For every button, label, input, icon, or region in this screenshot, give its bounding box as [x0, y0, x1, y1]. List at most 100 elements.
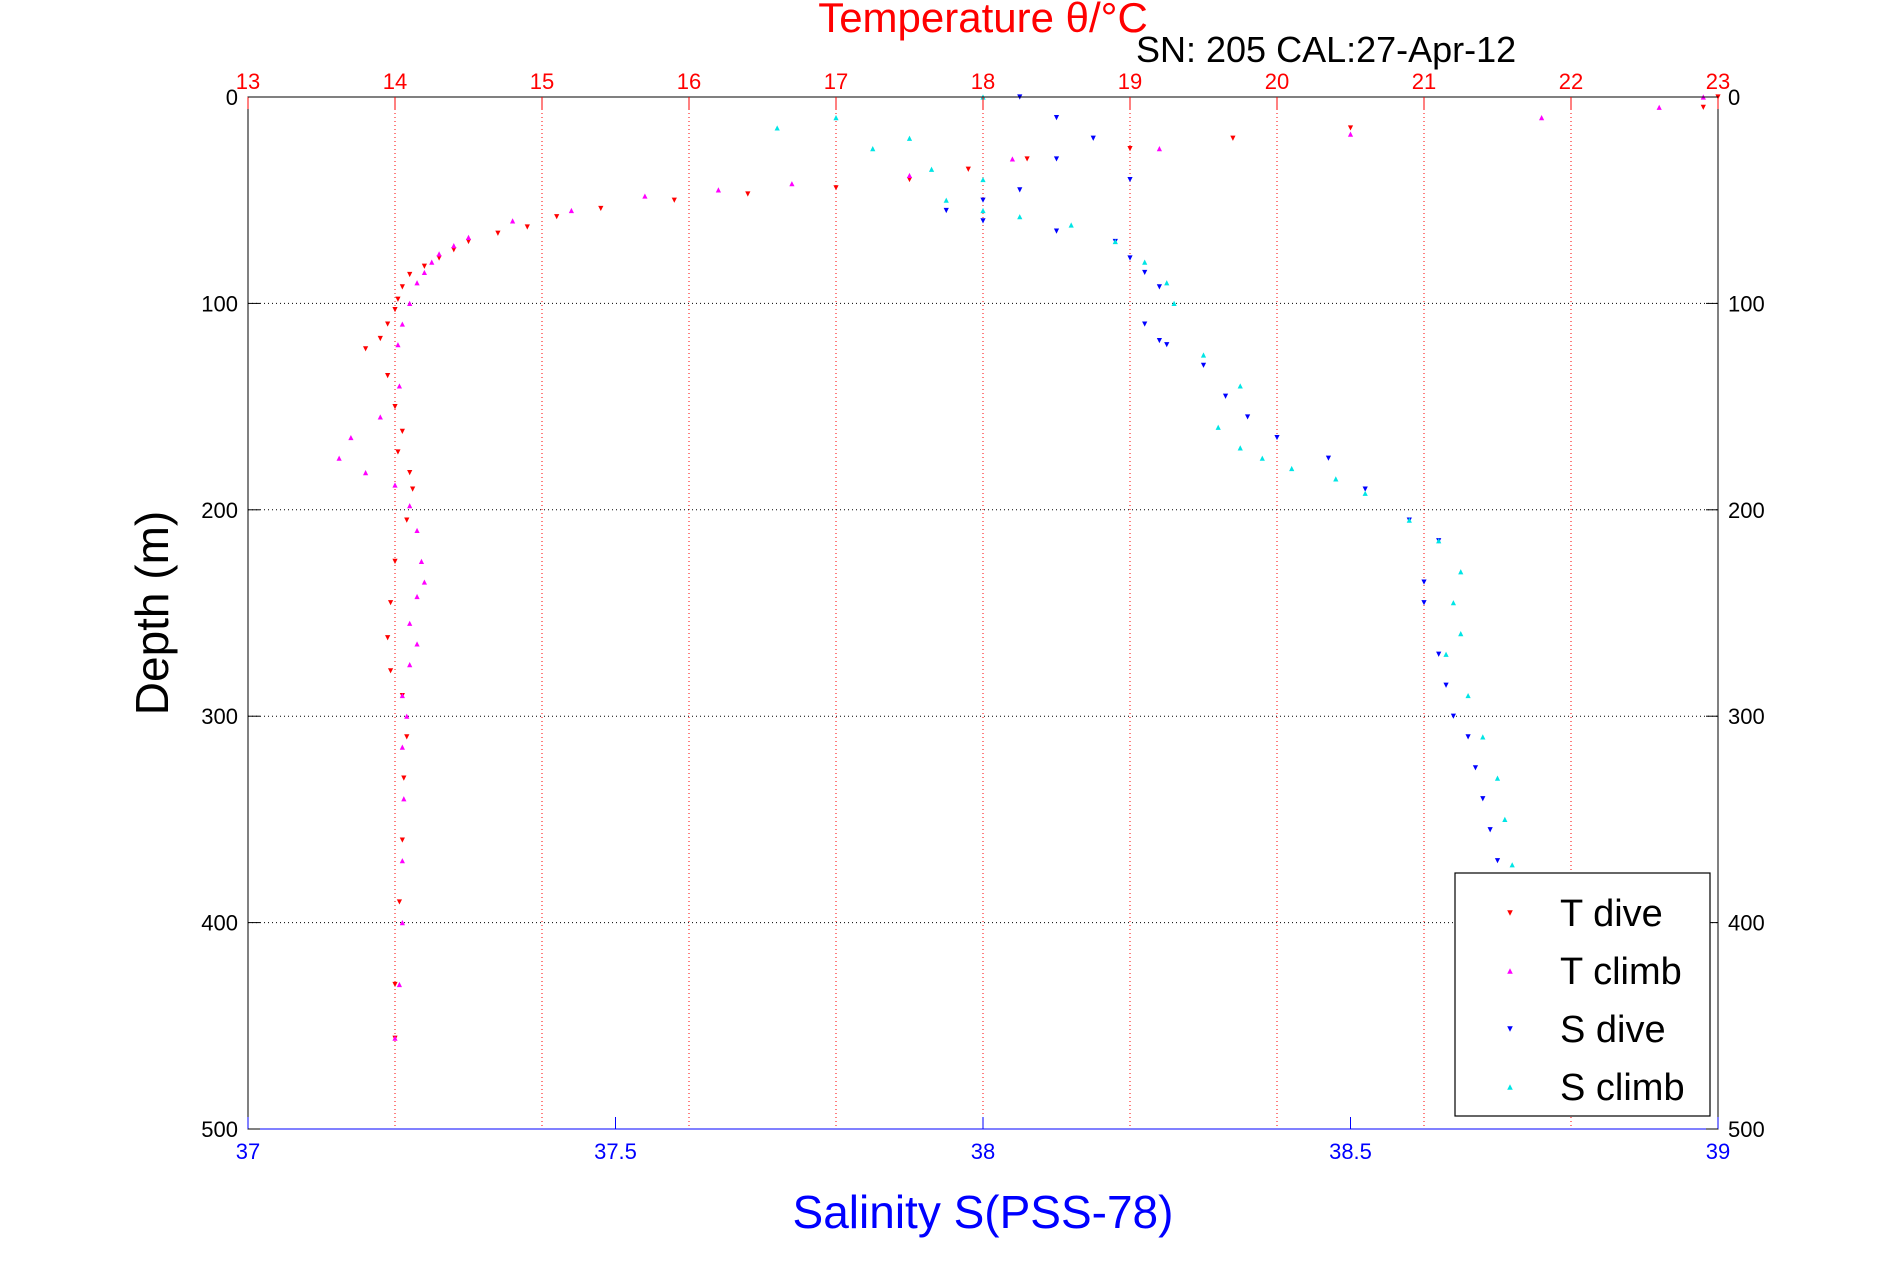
data-point	[928, 166, 935, 172]
temp-tick-label: 16	[677, 69, 701, 94]
data-point	[414, 593, 420, 600]
depth-tick-label-right: 0	[1728, 85, 1740, 110]
data-point	[392, 482, 398, 488]
temp-tick-label: 14	[383, 69, 407, 94]
data-point	[980, 218, 986, 224]
data-point	[392, 558, 398, 564]
data-point	[1053, 156, 1060, 162]
data-point	[1421, 579, 1427, 585]
series-t-climb	[336, 94, 1706, 1041]
data-point	[399, 692, 405, 699]
data-point	[421, 269, 427, 276]
legend-marker	[1507, 1026, 1513, 1032]
data-point	[395, 342, 401, 348]
temp-tick-label: 15	[530, 69, 554, 94]
data-marks	[336, 94, 1721, 1041]
data-point	[1480, 734, 1486, 740]
data-point	[1509, 862, 1515, 868]
data-point	[1127, 176, 1133, 183]
data-point	[1017, 187, 1023, 193]
data-point	[396, 383, 403, 389]
data-point	[1458, 631, 1464, 637]
depth-tick-label-left: 300	[201, 704, 238, 729]
data-point	[377, 414, 383, 420]
data-point	[421, 263, 427, 269]
data-point	[436, 255, 442, 261]
data-point	[387, 600, 394, 606]
data-point	[392, 1035, 398, 1041]
legend-marker	[1507, 968, 1513, 974]
data-point	[943, 197, 949, 203]
data-point	[906, 176, 913, 183]
data-point	[363, 470, 369, 476]
data-point	[385, 635, 391, 641]
data-point	[1164, 280, 1170, 286]
data-point	[1156, 284, 1162, 290]
data-point	[789, 181, 795, 187]
data-point	[1700, 104, 1706, 110]
series-s-dive	[943, 94, 1501, 864]
data-point	[1443, 682, 1449, 688]
data-point	[1171, 300, 1177, 306]
data-point	[554, 214, 560, 220]
temp-tick-label: 22	[1559, 69, 1583, 94]
data-point	[1215, 424, 1221, 430]
grid-lines	[248, 97, 1718, 1129]
depth-tick-label-right: 300	[1728, 704, 1765, 729]
data-point	[401, 796, 407, 802]
temp-tick-label: 13	[236, 69, 260, 94]
data-point	[399, 321, 405, 327]
data-point	[404, 734, 410, 740]
temp-tick-label: 19	[1118, 69, 1142, 94]
data-point	[1230, 135, 1236, 141]
data-point	[418, 558, 425, 564]
data-point	[385, 373, 391, 379]
data-point	[451, 243, 457, 249]
data-point	[1458, 569, 1464, 575]
data-point	[1142, 259, 1148, 265]
legend-label: S dive	[1560, 1009, 1666, 1051]
data-point	[1024, 156, 1030, 162]
data-point	[1053, 228, 1060, 234]
data-point	[1494, 858, 1501, 864]
data-point	[1200, 362, 1207, 368]
data-point	[1347, 125, 1354, 131]
data-point	[392, 981, 398, 988]
temp-tick-label: 17	[824, 69, 848, 94]
data-point	[410, 486, 416, 492]
data-point	[1502, 816, 1508, 822]
data-point	[833, 185, 839, 191]
data-point	[980, 207, 986, 214]
data-point	[396, 981, 403, 988]
data-point	[1436, 538, 1442, 544]
data-point	[407, 620, 413, 626]
depth-tick-label-right: 200	[1728, 498, 1765, 523]
data-point	[1127, 255, 1133, 261]
data-point	[1127, 146, 1133, 152]
data-point	[1289, 465, 1295, 472]
temp-tick-label: 21	[1412, 69, 1436, 94]
data-point	[399, 837, 405, 843]
data-point	[1237, 383, 1243, 389]
sal-tick-label: 37.5	[594, 1139, 637, 1164]
data-point	[1487, 827, 1493, 833]
data-point	[1068, 222, 1074, 228]
data-point	[1245, 414, 1251, 420]
data-point	[1009, 156, 1015, 162]
data-point	[1142, 321, 1148, 327]
data-point	[385, 321, 391, 327]
data-point	[387, 668, 394, 674]
data-point	[336, 455, 342, 461]
data-point	[1222, 393, 1229, 399]
data-point	[1053, 115, 1060, 121]
data-point	[404, 517, 410, 523]
data-point	[414, 280, 420, 286]
legend-label: T dive	[1560, 893, 1663, 935]
data-point	[395, 449, 401, 455]
data-point	[392, 306, 398, 313]
data-point	[642, 193, 648, 199]
temp-tick-label: 23	[1706, 69, 1730, 94]
data-point	[1472, 765, 1479, 771]
data-point	[399, 428, 405, 434]
data-point	[407, 503, 413, 509]
